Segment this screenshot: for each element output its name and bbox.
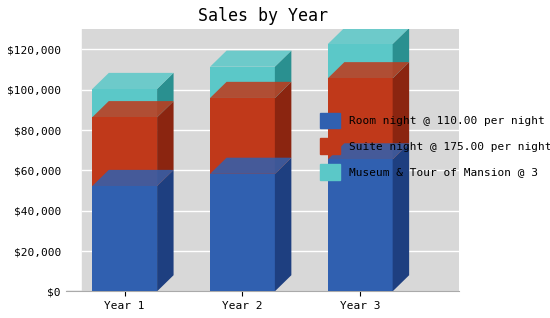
Polygon shape [393, 143, 409, 291]
Polygon shape [210, 82, 292, 98]
Polygon shape [328, 28, 409, 44]
Polygon shape [210, 174, 275, 291]
Polygon shape [393, 28, 409, 78]
Polygon shape [157, 101, 174, 186]
Polygon shape [210, 158, 292, 174]
Polygon shape [328, 143, 409, 159]
Title: Sales by Year: Sales by Year [197, 7, 327, 25]
Polygon shape [92, 73, 174, 89]
Polygon shape [92, 101, 174, 117]
Polygon shape [92, 117, 157, 186]
Polygon shape [328, 78, 393, 159]
Polygon shape [92, 89, 157, 117]
Polygon shape [210, 51, 292, 67]
Polygon shape [328, 159, 393, 291]
Polygon shape [328, 62, 409, 78]
Polygon shape [275, 158, 292, 291]
Polygon shape [82, 13, 459, 291]
Polygon shape [210, 98, 275, 174]
Polygon shape [92, 170, 174, 186]
Polygon shape [210, 67, 275, 98]
Legend: Room night @ 110.00 per night, Suite night @ 175.00 per night, Museum & Tour of : Room night @ 110.00 per night, Suite nig… [315, 108, 550, 184]
Polygon shape [157, 73, 174, 117]
Polygon shape [275, 82, 292, 174]
Polygon shape [393, 62, 409, 159]
Polygon shape [328, 44, 393, 78]
Polygon shape [157, 275, 174, 291]
Polygon shape [275, 275, 292, 291]
Polygon shape [157, 170, 174, 291]
Polygon shape [92, 186, 157, 291]
Polygon shape [275, 51, 292, 98]
Polygon shape [393, 275, 409, 291]
